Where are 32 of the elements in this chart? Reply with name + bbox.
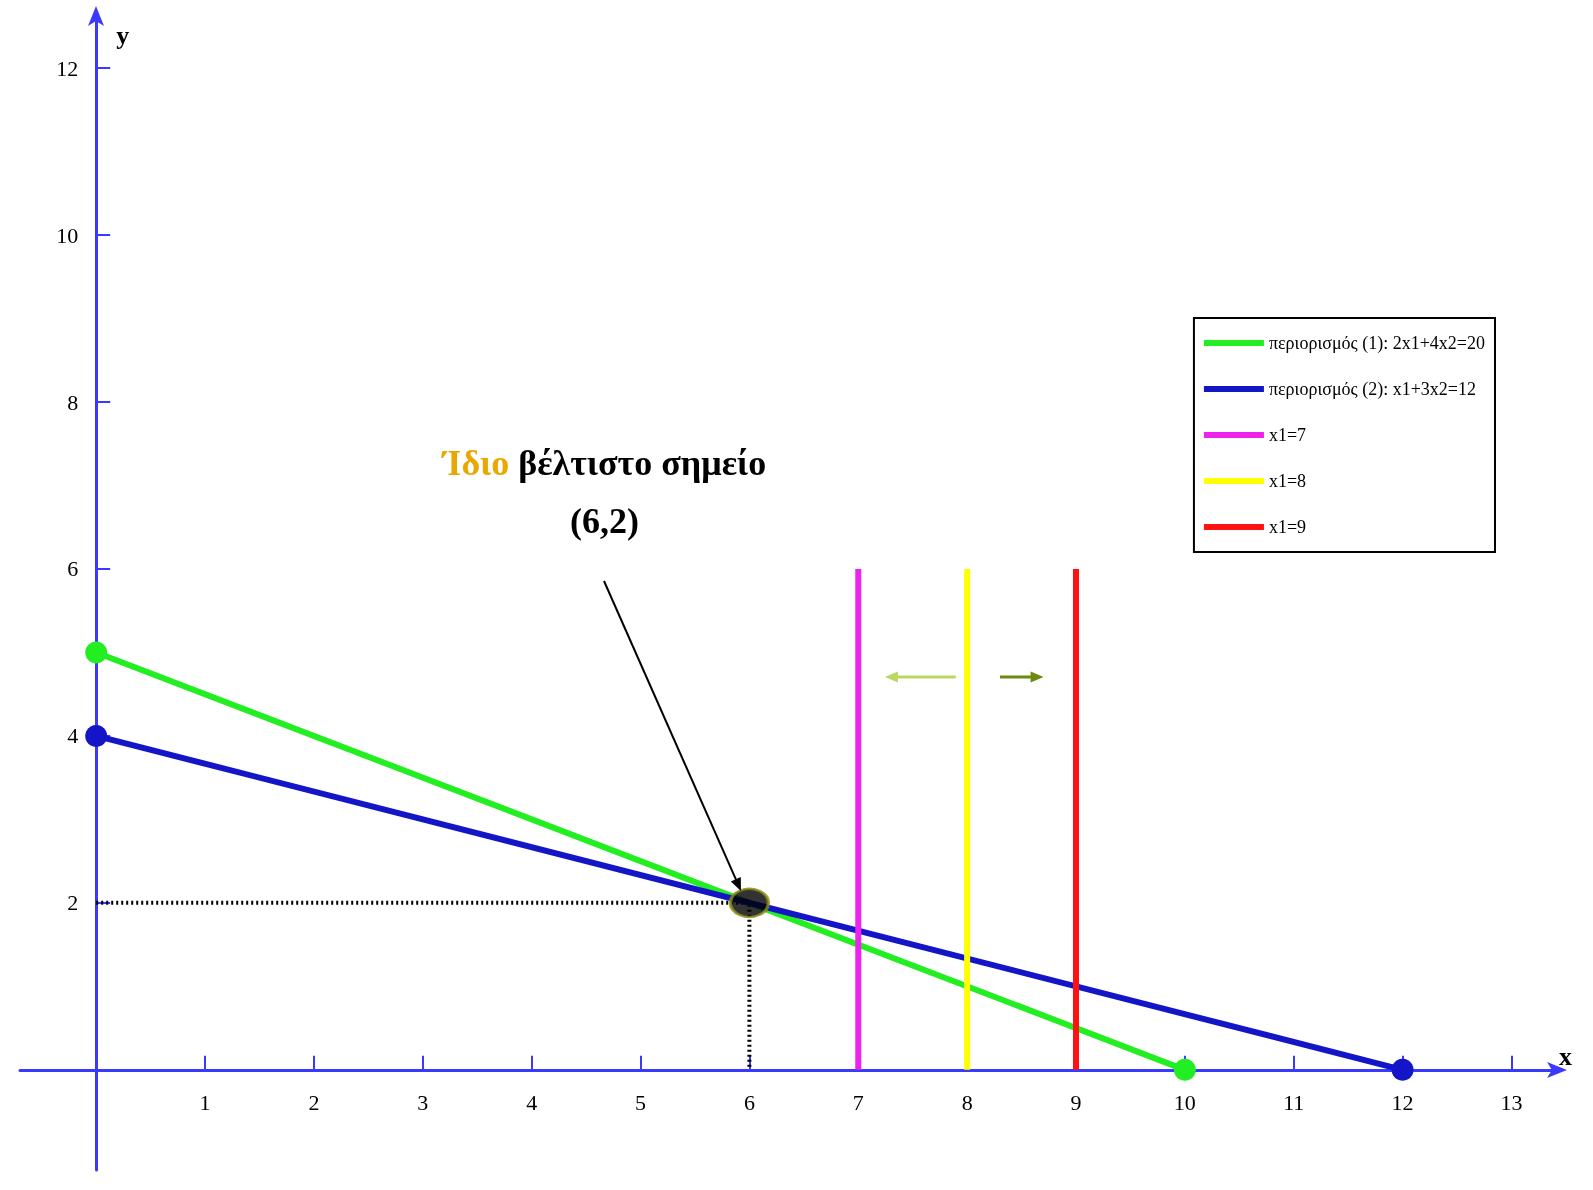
legend-label: x1=8 xyxy=(1268,471,1307,491)
y-tick-label: 12 xyxy=(56,55,79,81)
y-tick-label: 10 xyxy=(56,222,79,248)
x-tick-label: 5 xyxy=(635,1090,647,1116)
x-tick-label: 10 xyxy=(1173,1090,1196,1116)
legend-label: x1=9 xyxy=(1268,517,1307,537)
x-tick-label: 7 xyxy=(852,1090,864,1116)
y-tick-label: 2 xyxy=(67,890,79,916)
x-tick-label: 11 xyxy=(1283,1090,1305,1116)
x-tick-label: 4 xyxy=(526,1090,538,1116)
x-tick-label: 3 xyxy=(417,1090,429,1116)
point xyxy=(85,641,108,664)
x-tick-label: 8 xyxy=(961,1090,973,1116)
x-tick-label: 13 xyxy=(1500,1090,1523,1116)
point xyxy=(728,887,770,919)
x-tick-label: 2 xyxy=(308,1090,320,1116)
legend-label: περιορισμός (2): x1+3x2=12 xyxy=(1268,379,1477,400)
point xyxy=(1391,1058,1414,1081)
y-tick-label: 8 xyxy=(67,389,79,415)
y-axis-title: y xyxy=(116,20,130,50)
x-tick-label: 9 xyxy=(1070,1090,1082,1116)
x-tick-label: 6 xyxy=(743,1090,755,1116)
point xyxy=(1173,1058,1196,1081)
y-tick-label: 4 xyxy=(67,723,79,749)
annotation: Ίδιο βέλτιστο σημείο (6,2) xyxy=(440,442,767,541)
legend-label: x1=7 xyxy=(1268,425,1307,445)
y-tick-label: 6 xyxy=(67,556,79,582)
x-tick-label: 12 xyxy=(1391,1090,1414,1116)
legend-label: περιορισμός (1): 2x1+4x2=20 xyxy=(1268,333,1486,354)
x-axis-title: x xyxy=(1559,1042,1572,1072)
x-tick-label: 1 xyxy=(199,1090,211,1116)
point xyxy=(85,724,108,747)
